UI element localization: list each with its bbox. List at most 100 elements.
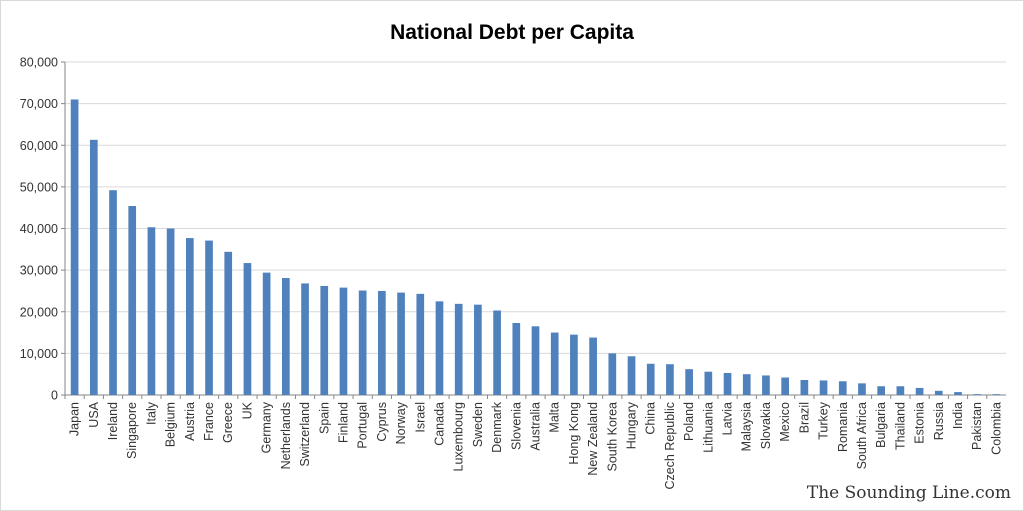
- bar: [838, 381, 847, 395]
- x-tick-label: Russia: [932, 402, 946, 440]
- bar: [800, 380, 809, 395]
- grid-lines: [65, 61, 1006, 354]
- bar: [858, 383, 866, 395]
- y-tick-label: 40,000: [20, 222, 58, 236]
- x-tick-label: Norway: [394, 401, 408, 444]
- watermark: The Sounding Line.com: [807, 483, 1011, 503]
- x-tick-label: Finland: [336, 402, 350, 443]
- bar: [915, 387, 924, 395]
- y-tick-label: 80,000: [20, 56, 58, 70]
- y-tick-label: 20,000: [20, 305, 58, 319]
- bar: [973, 394, 982, 395]
- x-tick-label: Thailand: [893, 402, 907, 450]
- bar: [954, 392, 962, 395]
- bar: [435, 301, 444, 395]
- bar: [493, 310, 501, 395]
- x-tick-label: Germany: [260, 401, 274, 453]
- bar: [109, 190, 117, 395]
- x-tick-label: Malta: [548, 402, 562, 433]
- bar: [896, 386, 905, 395]
- x-tick-label: Bulgaria: [874, 402, 888, 448]
- x-tick-label: Brazil: [797, 402, 811, 433]
- axes: [61, 61, 1006, 399]
- x-tick-label: Czech Republic: [663, 402, 677, 490]
- x-tick-label: Ireland: [106, 402, 120, 440]
- x-tick-label: Romania: [836, 402, 850, 452]
- x-tick-label: Belgium: [164, 402, 178, 447]
- bar: [666, 364, 674, 395]
- x-tick-label: Israel: [413, 402, 427, 433]
- x-tick-label: Mexico: [778, 402, 792, 442]
- x-tick-label: USA: [87, 401, 101, 427]
- x-tick-label: Slovenia: [509, 402, 523, 450]
- bar: [474, 304, 482, 395]
- x-tick-label: India: [951, 402, 965, 429]
- x-tick-label: Latvia: [721, 402, 735, 435]
- x-tick-label: Poland: [682, 402, 696, 441]
- x-tick-label: Cyprus: [375, 402, 389, 442]
- x-tick-label: Australia: [529, 402, 543, 451]
- x-tick-label: Slovakia: [759, 402, 773, 449]
- x-tick-label: Canada: [432, 402, 446, 446]
- x-tick-label: Colombia: [989, 402, 1003, 455]
- bar: [185, 238, 194, 395]
- x-tick-label: Turkey: [817, 401, 831, 439]
- bar: [723, 372, 732, 395]
- x-tick-label: South Africa: [855, 402, 869, 469]
- x-tick-label: Switzerland: [298, 402, 312, 467]
- bar: [550, 332, 559, 395]
- x-tick-label: Lithuania: [701, 402, 715, 453]
- bar: [704, 371, 713, 395]
- bar: [608, 353, 617, 395]
- x-tick-label: Austria: [183, 402, 197, 441]
- y-tick-label: 70,000: [20, 97, 58, 111]
- x-tick-label: Estonia: [913, 402, 927, 444]
- bar: [762, 375, 770, 395]
- bar: [89, 139, 98, 395]
- bar: [589, 337, 597, 395]
- bar: [877, 386, 886, 395]
- bar: [70, 99, 79, 396]
- bar: [512, 322, 521, 395]
- bar: [992, 394, 1001, 395]
- x-tick-label: Hong Kong: [567, 402, 581, 465]
- y-tick-label: 60,000: [20, 139, 58, 153]
- bar: [262, 272, 271, 395]
- bar: [224, 251, 233, 395]
- bar: [819, 380, 828, 395]
- bar: [531, 326, 540, 395]
- x-tick-label: Netherlands: [279, 402, 293, 469]
- bar: [320, 285, 329, 395]
- x-tick-label: Hungary: [625, 401, 639, 449]
- x-tick-label: Pakistan: [970, 402, 984, 450]
- bar: [282, 278, 290, 395]
- x-tick-label: Singapore: [125, 402, 139, 459]
- x-tick-label: Japan: [68, 402, 82, 436]
- y-tick-label: 10,000: [20, 347, 58, 361]
- bar: [742, 374, 751, 395]
- y-tick-label: 50,000: [20, 180, 58, 194]
- bar: [128, 206, 137, 395]
- bar: [301, 283, 309, 395]
- bar: [166, 228, 175, 395]
- bar: [243, 263, 252, 395]
- y-tick-label: 0: [51, 389, 58, 403]
- x-tick-label: China: [644, 402, 658, 435]
- bar: [454, 303, 463, 395]
- x-tick-label: Luxembourg: [452, 402, 466, 472]
- bar: [397, 292, 405, 395]
- bar: [781, 377, 789, 395]
- bar: [627, 356, 636, 395]
- x-tick-label: Portugal: [356, 402, 370, 449]
- bar: [378, 290, 386, 395]
- x-axis-ticks: Japan USA Ireland Singapore Italy Belgium Aust…: [68, 401, 1004, 489]
- x-tick-label: Italy: [144, 401, 158, 425]
- bar: [416, 293, 425, 395]
- x-tick-label: South Korea: [605, 402, 619, 472]
- chart-title: National Debt per Capita: [390, 21, 634, 44]
- x-tick-label: Spain: [317, 402, 331, 434]
- bar: [570, 334, 578, 395]
- x-tick-label: Denmark: [490, 401, 504, 452]
